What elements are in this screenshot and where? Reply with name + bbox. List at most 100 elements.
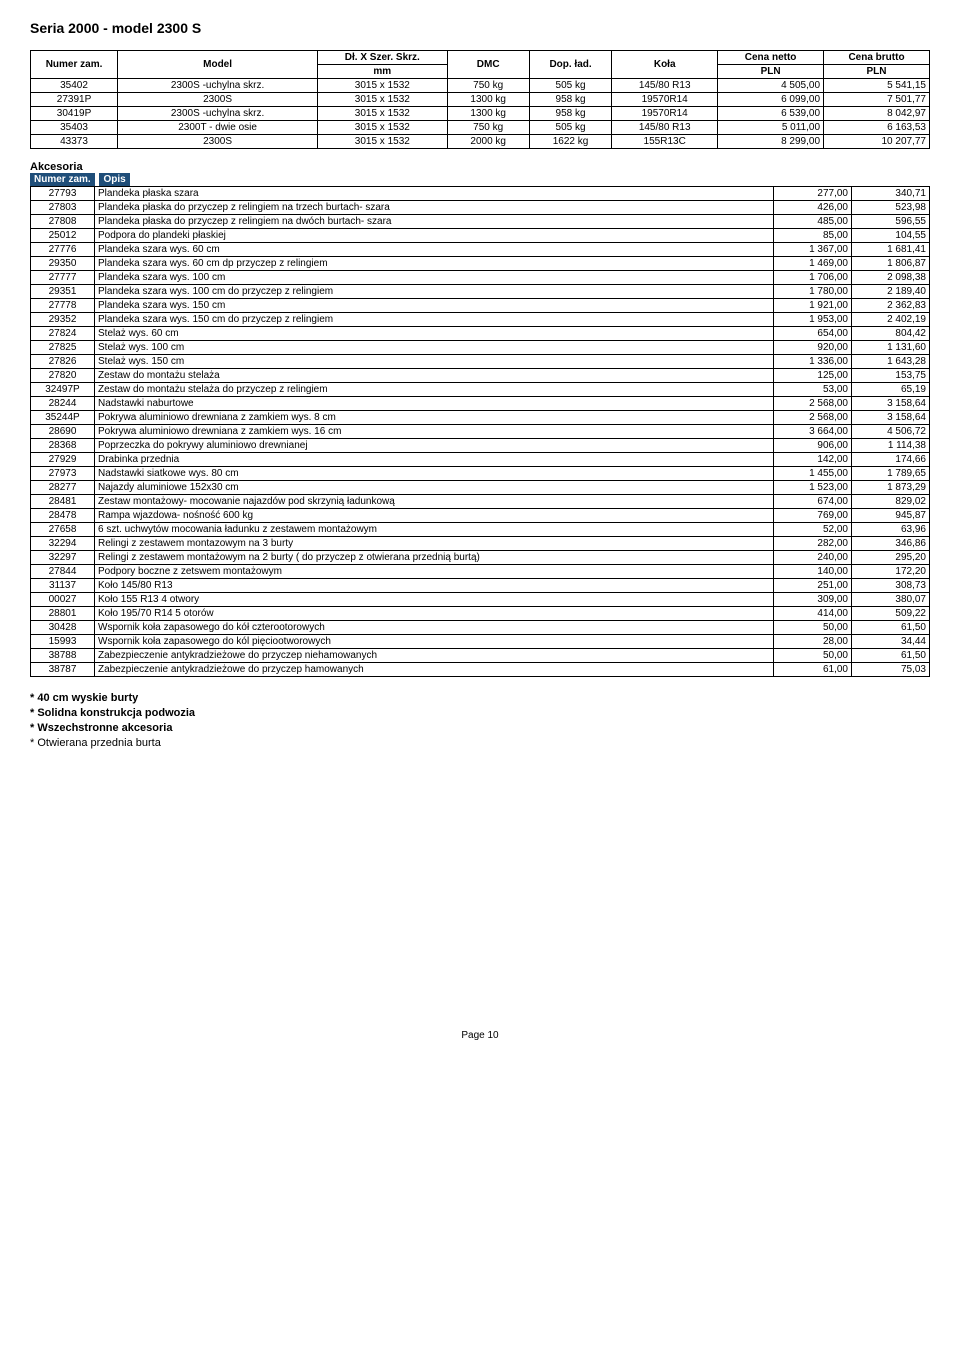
acc-brut: 174,66 xyxy=(852,453,930,467)
acc-brut: 1 873,29 xyxy=(852,481,930,495)
acc-row: 29350Plandeka szara wys. 60 cm dp przycz… xyxy=(31,257,930,271)
acc-net: 277,00 xyxy=(774,187,852,201)
acc-code: 32497P xyxy=(31,383,95,397)
acc-row: 30428Wspornik koła zapasowego do kół czt… xyxy=(31,621,930,635)
acc-brut: 153,75 xyxy=(852,369,930,383)
cell-brut: 5 541,15 xyxy=(824,79,930,93)
main-table: Numer zam. Model Dł. X Szer. Skrz. DMC D… xyxy=(30,50,930,149)
acc-desc: Plandeka szara wys. 100 cm do przyczep z… xyxy=(95,285,774,299)
acc-desc: Nadstawki naburtowe xyxy=(95,397,774,411)
acc-desc: Koło 195/70 R14 5 otorów xyxy=(95,607,774,621)
cell-brut: 8 042,97 xyxy=(824,107,930,121)
acc-net: 1 469,00 xyxy=(774,257,852,271)
acc-row: 27658 6 szt. uchwytów mocowania ładunku … xyxy=(31,523,930,537)
acc-desc: Rampa wjazdowa- nośność 600 kg xyxy=(95,509,774,523)
acc-net: 426,00 xyxy=(774,201,852,215)
acc-desc: Plandeka szara wys. 100 cm xyxy=(95,271,774,285)
acc-code: 27826 xyxy=(31,355,95,369)
hdr-numer: Numer zam. xyxy=(31,51,118,79)
acc-net: 1 921,00 xyxy=(774,299,852,313)
acc-code: 27778 xyxy=(31,299,95,313)
cell-lad: 505 kg xyxy=(529,79,611,93)
cell-dmc: 750 kg xyxy=(447,79,529,93)
acc-code: 30428 xyxy=(31,621,95,635)
cell-net: 6 099,00 xyxy=(718,93,824,107)
cell-code: 43373 xyxy=(31,135,118,149)
acc-code: 32297 xyxy=(31,551,95,565)
acc-row: 29351Plandeka szara wys. 100 cm do przyc… xyxy=(31,285,930,299)
acc-desc: Pokrywa aluminiowo drewniana z zamkiem w… xyxy=(95,425,774,439)
acc-row: 27826Stelaż wys. 150 cm1 336,001 643,28 xyxy=(31,355,930,369)
cell-brut: 7 501,77 xyxy=(824,93,930,107)
acc-net: 3 664,00 xyxy=(774,425,852,439)
acc-code: 27808 xyxy=(31,215,95,229)
hdr-brut: Cena brutto xyxy=(824,51,930,65)
acc-net: 485,00 xyxy=(774,215,852,229)
cell-net: 8 299,00 xyxy=(718,135,824,149)
acc-desc: 6 szt. uchwytów mocowania ładunku z zest… xyxy=(95,523,774,537)
acc-row: 00027Koło 155 R13 4 otwory309,00380,07 xyxy=(31,593,930,607)
acc-net: 1 780,00 xyxy=(774,285,852,299)
acc-row: 25012Podpora do plandeki płaskiej85,0010… xyxy=(31,229,930,243)
acc-brut: 104,55 xyxy=(852,229,930,243)
acc-desc: Plandeka płaska do przyczep z relingiem … xyxy=(95,201,774,215)
cell-dim: 3015 x 1532 xyxy=(318,121,447,135)
acc-net: 282,00 xyxy=(774,537,852,551)
hdr-net-unit: PLN xyxy=(718,65,824,79)
cell-dim: 3015 x 1532 xyxy=(318,107,447,121)
acc-brut: 295,20 xyxy=(852,551,930,565)
cell-model: 2300S xyxy=(118,135,318,149)
acc-row: 27929Drabinka przednia142,00174,66 xyxy=(31,453,930,467)
acc-brut: 340,71 xyxy=(852,187,930,201)
cell-model: 2300S -uchylna skrz. xyxy=(118,79,318,93)
acc-net: 50,00 xyxy=(774,649,852,663)
acc-desc: Drabinka przednia xyxy=(95,453,774,467)
acc-brut: 2 098,38 xyxy=(852,271,930,285)
acc-desc: Pokrywa aluminiowo drewniana z zamkiem w… xyxy=(95,411,774,425)
acc-net: 240,00 xyxy=(774,551,852,565)
main-row: 30419P2300S -uchylna skrz.3015 x 1532130… xyxy=(31,107,930,121)
hdr-net: Cena netto xyxy=(718,51,824,65)
acc-desc: Plandeka płaska szara xyxy=(95,187,774,201)
acc-row: 32294Relingi z zestawem montazowym na 3 … xyxy=(31,537,930,551)
acc-row: 27820Zestaw do montażu stelaża125,00153,… xyxy=(31,369,930,383)
acc-code: 28478 xyxy=(31,509,95,523)
cell-code: 30419P xyxy=(31,107,118,121)
acc-row: 32297Relingi z zestawem montażowym na 2 … xyxy=(31,551,930,565)
acc-net: 1 953,00 xyxy=(774,313,852,327)
acc-desc: Zestaw do montażu stelaża do przyczep z … xyxy=(95,383,774,397)
acc-row: 29352Plandeka szara wys. 150 cm do przyc… xyxy=(31,313,930,327)
acc-code: 27820 xyxy=(31,369,95,383)
cell-dmc: 1300 kg xyxy=(447,93,529,107)
cell-model: 2300T - dwie osie xyxy=(118,121,318,135)
acc-net: 140,00 xyxy=(774,565,852,579)
acc-row: 27777Plandeka szara wys. 100 cm1 706,002… xyxy=(31,271,930,285)
hdr-dim: Dł. X Szer. Skrz. xyxy=(318,51,447,65)
acc-code: 27776 xyxy=(31,243,95,257)
cell-code: 27391P xyxy=(31,93,118,107)
acc-desc: Koło 155 R13 4 otwory xyxy=(95,593,774,607)
acc-row: 35244PPokrywa aluminiowo drewniana z zam… xyxy=(31,411,930,425)
acc-desc: Zabezpieczenie antykradzieżowe do przycz… xyxy=(95,663,774,677)
acc-brut: 63,96 xyxy=(852,523,930,537)
feature-item: * Otwierana przednia burta xyxy=(30,736,930,751)
acc-row: 27808Plandeka płaska do przyczep z relin… xyxy=(31,215,930,229)
acc-code: 28368 xyxy=(31,439,95,453)
acc-code: 27658 xyxy=(31,523,95,537)
acc-desc: Wspornik koła zapasowego do kół czteroot… xyxy=(95,621,774,635)
cell-net: 5 011,00 xyxy=(718,121,824,135)
acc-desc: Najazdy aluminiowe 152x30 cm xyxy=(95,481,774,495)
acc-desc: Plandeka szara wys. 150 cm xyxy=(95,299,774,313)
acc-brut: 3 158,64 xyxy=(852,411,930,425)
acc-row: 28368Poprzeczka do pokrywy aluminiowo dr… xyxy=(31,439,930,453)
acc-row: 28801Koło 195/70 R14 5 otorów414,00509,2… xyxy=(31,607,930,621)
acc-desc: Relingi z zestawem montażowym na 2 burty… xyxy=(95,551,774,565)
acc-brut: 1 681,41 xyxy=(852,243,930,257)
acc-net: 125,00 xyxy=(774,369,852,383)
acc-brut: 2 402,19 xyxy=(852,313,930,327)
acc-row: 38788Zabezpieczenie antykradzieżowe do p… xyxy=(31,649,930,663)
acc-brut: 596,55 xyxy=(852,215,930,229)
acc-row: 27776Plandeka szara wys. 60 cm1 367,001 … xyxy=(31,243,930,257)
cell-lad: 958 kg xyxy=(529,93,611,107)
acc-row: 32497PZestaw do montażu stelaża do przyc… xyxy=(31,383,930,397)
